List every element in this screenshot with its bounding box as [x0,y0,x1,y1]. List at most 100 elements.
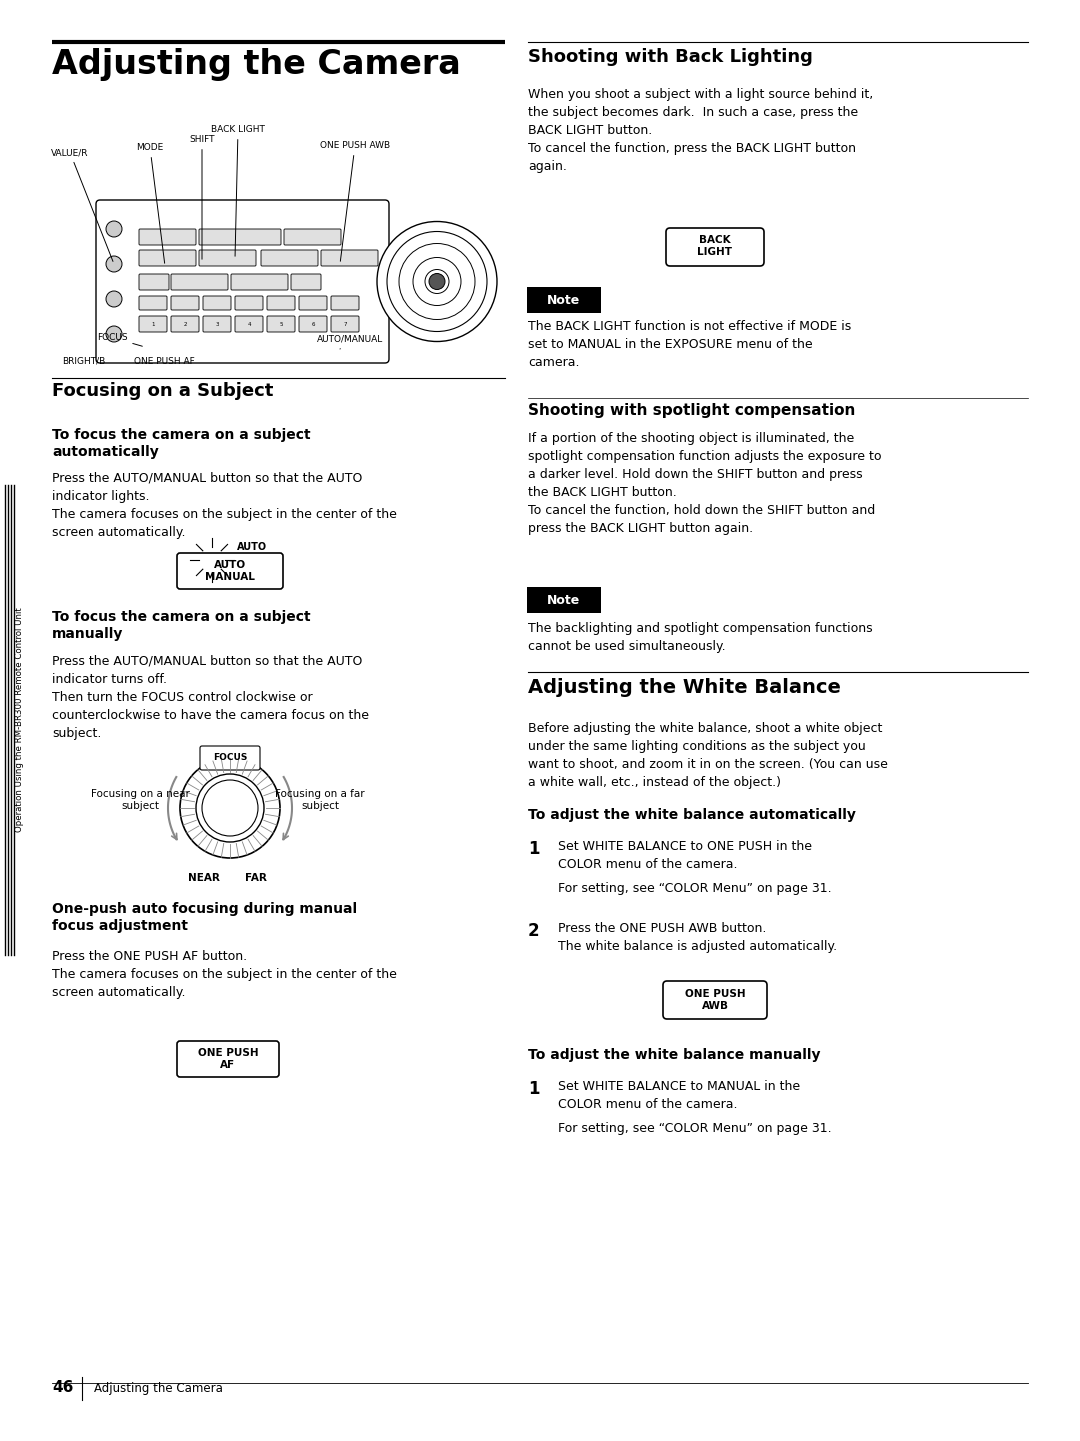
Text: Press the AUTO/MANUAL button so that the AUTO
indicator turns off.
Then turn the: Press the AUTO/MANUAL button so that the… [52,656,369,741]
FancyBboxPatch shape [139,295,167,310]
Text: AUTO/MANUAL: AUTO/MANUAL [316,334,383,349]
Text: To focus the camera on a subject
manually: To focus the camera on a subject manuall… [52,610,311,641]
Text: 4: 4 [247,321,251,327]
Text: Focusing on a Subject: Focusing on a Subject [52,382,273,401]
Text: The backlighting and spotlight compensation functions
cannot be used simultaneou: The backlighting and spotlight compensat… [528,623,873,653]
FancyBboxPatch shape [291,274,321,290]
FancyBboxPatch shape [527,586,600,612]
Text: ONE PUSH AWB: ONE PUSH AWB [320,141,390,261]
Text: Adjusting the Camera: Adjusting the Camera [52,48,461,81]
Text: 3: 3 [215,321,219,327]
Circle shape [426,269,449,294]
Text: SHIFT: SHIFT [189,135,215,259]
Text: Press the ONE PUSH AF button.
The camera focuses on the subject in the center of: Press the ONE PUSH AF button. The camera… [52,950,396,999]
Text: Shooting with Back Lighting: Shooting with Back Lighting [528,48,813,66]
FancyBboxPatch shape [96,200,389,363]
Text: To adjust the white balance manually: To adjust the white balance manually [528,1048,821,1062]
Text: 1: 1 [528,1079,540,1098]
Circle shape [399,244,475,320]
Circle shape [413,258,461,305]
Text: NEAR: NEAR [188,873,220,883]
Text: For setting, see “COLOR Menu” on page 31.: For setting, see “COLOR Menu” on page 31… [558,1123,832,1136]
FancyBboxPatch shape [203,316,231,331]
FancyBboxPatch shape [527,287,600,313]
Text: AUTO
MANUAL: AUTO MANUAL [205,561,255,582]
Text: Press the AUTO/MANUAL button so that the AUTO
indicator lights.
The camera focus: Press the AUTO/MANUAL button so that the… [52,473,396,539]
FancyBboxPatch shape [321,249,378,267]
FancyBboxPatch shape [139,274,168,290]
FancyBboxPatch shape [171,274,228,290]
FancyBboxPatch shape [299,295,327,310]
Text: For setting, see “COLOR Menu” on page 31.: For setting, see “COLOR Menu” on page 31… [558,882,832,895]
Text: Adjusting the Camera: Adjusting the Camera [94,1382,222,1395]
Text: To focus the camera on a subject
automatically: To focus the camera on a subject automat… [52,428,311,460]
Text: 1: 1 [151,321,154,327]
Circle shape [106,291,122,307]
FancyBboxPatch shape [666,228,764,267]
FancyBboxPatch shape [139,316,167,331]
FancyBboxPatch shape [261,249,318,267]
Text: If a portion of the shooting object is illuminated, the
spotlight compensation f: If a portion of the shooting object is i… [528,432,881,535]
Text: FOCUS: FOCUS [97,333,143,346]
Text: ONE PUSH AF: ONE PUSH AF [134,357,194,366]
FancyBboxPatch shape [199,249,256,267]
Text: Note: Note [548,294,581,307]
Circle shape [202,780,258,836]
Text: 7: 7 [343,321,347,327]
Text: FAR: FAR [245,873,267,883]
Text: 46: 46 [52,1380,73,1395]
FancyBboxPatch shape [235,295,264,310]
FancyBboxPatch shape [663,981,767,1019]
Text: VALUE/R: VALUE/R [51,148,113,261]
FancyBboxPatch shape [235,316,264,331]
Text: The BACK LIGHT function is not effective if MODE is
set to MANUAL in the EXPOSUR: The BACK LIGHT function is not effective… [528,320,851,369]
FancyBboxPatch shape [267,295,295,310]
Text: ONE PUSH
AWB: ONE PUSH AWB [685,989,745,1010]
Text: Focusing on a far
subject: Focusing on a far subject [275,788,365,811]
FancyBboxPatch shape [177,1040,279,1076]
FancyBboxPatch shape [199,229,281,245]
Text: Note: Note [548,594,581,607]
Text: BACK
LIGHT: BACK LIGHT [698,235,732,256]
FancyBboxPatch shape [139,229,195,245]
FancyBboxPatch shape [171,316,199,331]
Text: One-push auto focusing during manual
focus adjustment: One-push auto focusing during manual foc… [52,902,357,934]
Text: ONE PUSH
AF: ONE PUSH AF [198,1048,258,1069]
FancyBboxPatch shape [177,553,283,589]
Circle shape [106,326,122,342]
FancyBboxPatch shape [330,316,359,331]
Text: BACK LIGHT: BACK LIGHT [211,125,265,256]
Circle shape [195,774,264,842]
Text: 2: 2 [528,922,540,940]
FancyBboxPatch shape [330,295,359,310]
Text: FOCUS: FOCUS [213,754,247,762]
Text: Adjusting the White Balance: Adjusting the White Balance [528,679,841,697]
Text: Set WHITE BALANCE to ONE PUSH in the
COLOR menu of the camera.: Set WHITE BALANCE to ONE PUSH in the COL… [558,840,812,870]
Text: Operation Using the RM-BR300 Remote Control Unit: Operation Using the RM-BR300 Remote Cont… [15,608,25,833]
Text: Set WHITE BALANCE to MANUAL in the
COLOR menu of the camera.: Set WHITE BALANCE to MANUAL in the COLOR… [558,1079,800,1111]
Text: 5: 5 [280,321,283,327]
Text: BRIGHT/B: BRIGHT/B [62,357,105,366]
FancyBboxPatch shape [139,249,195,267]
Text: 1: 1 [528,840,540,857]
Text: AUTO: AUTO [237,542,267,552]
FancyBboxPatch shape [231,274,288,290]
Circle shape [429,274,445,290]
Text: When you shoot a subject with a light source behind it,
the subject becomes dark: When you shoot a subject with a light so… [528,88,874,173]
Text: 2: 2 [184,321,187,327]
Text: Focusing on a near
subject: Focusing on a near subject [91,788,189,811]
FancyBboxPatch shape [284,229,341,245]
FancyBboxPatch shape [299,316,327,331]
Text: Shooting with spotlight compensation: Shooting with spotlight compensation [528,403,855,418]
FancyBboxPatch shape [267,316,295,331]
FancyBboxPatch shape [200,746,260,769]
FancyBboxPatch shape [203,295,231,310]
FancyBboxPatch shape [171,295,199,310]
Text: Press the ONE PUSH AWB button.
The white balance is adjusted automatically.: Press the ONE PUSH AWB button. The white… [558,922,837,953]
Circle shape [377,222,497,342]
Text: 6: 6 [311,321,314,327]
Text: Before adjusting the white balance, shoot a white object
under the same lighting: Before adjusting the white balance, shoo… [528,722,888,790]
Circle shape [106,220,122,236]
Circle shape [106,256,122,272]
Text: MODE: MODE [136,143,164,264]
